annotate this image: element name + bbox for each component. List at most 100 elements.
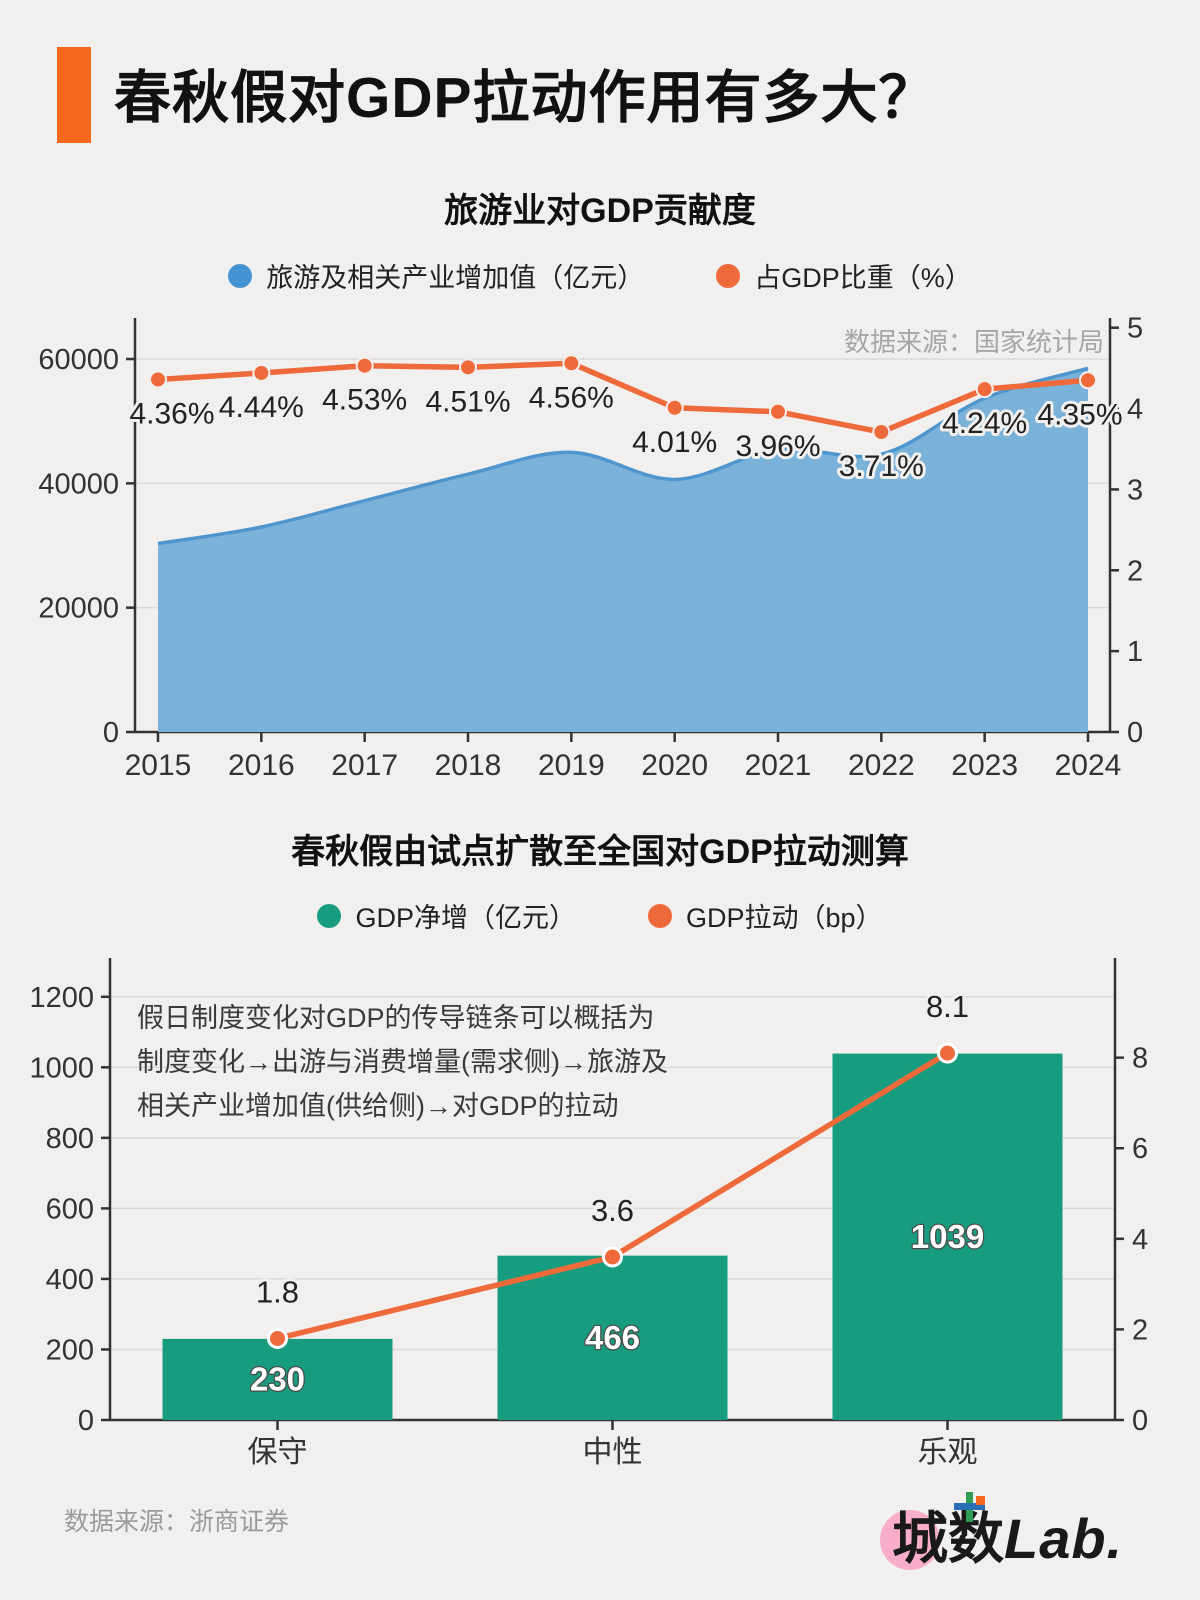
line-marker: [872, 423, 891, 442]
legend-label: GDP拉动（bp）: [685, 903, 883, 933]
chart2-annotation: 假日制度变化对GDP的传导链条可以概括为 制度变化→出游与消费增量(需求侧)→旅…: [137, 996, 668, 1128]
line-series-gdp-share: [157, 360, 1089, 435]
svg-text:0: 0: [103, 717, 119, 749]
logo-text-cn: 城数: [892, 1507, 1004, 1570]
bp-label: 8.1: [926, 989, 969, 1024]
svg-text:2022: 2022: [848, 749, 915, 782]
pct-label: 4.51%: [425, 385, 510, 418]
line-marker: [252, 363, 271, 382]
bar-value-label: 230: [250, 1360, 305, 1397]
line-marker: [975, 380, 994, 399]
pct-label: 3.96%: [735, 430, 820, 463]
legend-label: GDP净增（亿元）: [355, 903, 576, 933]
chengshu-lab-logo: 城数Lab.: [876, 1488, 1166, 1578]
legend-item-gdp-share: 占GDP比重（%）: [716, 256, 972, 295]
line-marker: [267, 1327, 288, 1349]
svg-text:1200: 1200: [29, 982, 94, 1014]
bar-中性: [497, 1255, 728, 1420]
svg-text:40000: 40000: [38, 468, 119, 500]
annotation-line: 制度变化→出游与消费增量(需求侧)→旅游及: [137, 1047, 668, 1077]
svg-text:4: 4: [1127, 394, 1143, 426]
bar-value-label: 466: [585, 1319, 640, 1356]
bar-保守: [162, 1338, 393, 1420]
svg-text:1000: 1000: [29, 1052, 94, 1084]
logo-pink-circle-icon: [880, 1510, 940, 1570]
area-series-tourism-value: [158, 368, 1088, 732]
svg-text:1: 1: [1127, 636, 1143, 668]
line-marker: [602, 1246, 623, 1268]
svg-text:0: 0: [1127, 717, 1143, 749]
legend-label: 占GDP比重（%）: [754, 263, 972, 293]
line-marker: [459, 358, 477, 377]
line-marker: [562, 354, 581, 373]
chart1-source-note: 数据来源：国家统计局: [843, 327, 1104, 357]
svg-text:2016: 2016: [228, 749, 295, 782]
annotation-line: 相关产业增加值(供给侧)→对GDP的拉动: [137, 1091, 619, 1121]
bar-value-label: 1039: [911, 1218, 984, 1255]
logo-text: 城数Lab.: [892, 1494, 1123, 1575]
svg-text:2020: 2020: [641, 749, 708, 782]
line-marker: [937, 1042, 958, 1064]
svg-text:8: 8: [1132, 1043, 1148, 1075]
svg-text:2024: 2024: [1055, 749, 1122, 782]
pct-label: 4.35%: [1037, 398, 1122, 431]
bp-label: 1.8: [256, 1274, 299, 1309]
area-series-outline: [157, 366, 1089, 546]
svg-text:2019: 2019: [538, 749, 605, 782]
svg-text:2017: 2017: [331, 749, 398, 782]
legend-label: 旅游及相关产业增加值（亿元）: [266, 263, 645, 293]
svg-text:20000: 20000: [38, 593, 119, 625]
orange-dot-icon: [716, 263, 741, 288]
bp-label: 3.6: [591, 1193, 634, 1228]
svg-text:2023: 2023: [951, 749, 1018, 782]
chart1-legend: 旅游及相关产业增加值（亿元） 占GDP比重（%）: [0, 256, 1200, 295]
svg-text:800: 800: [46, 1123, 94, 1155]
chart2-legend: GDP净增（亿元） GDP拉动（bp）: [0, 896, 1200, 935]
line-marker: [769, 402, 787, 421]
svg-text:60000: 60000: [38, 344, 119, 376]
title-accent-bar: [57, 47, 91, 143]
pct-label: 4.01%: [632, 426, 717, 459]
svg-text:2015: 2015: [125, 749, 192, 782]
pct-label: 4.24%: [942, 407, 1027, 440]
line-marker: [665, 398, 684, 417]
chart1-plot: 0 20000 40000 60000 0 1 2 3 4 5 2015 2016 2017 2018 20…: [38, 313, 1143, 782]
svg-text:2: 2: [1132, 1314, 1148, 1346]
chart2-title: 春秋假由试点扩散至全国对GDP拉动测算: [291, 833, 909, 871]
chart2-plot: 0 200 400 600 800 1000 1200 0 2 4 6 8 保守 中性 乐观 230 466 10…: [29, 958, 1148, 1469]
logo-text-en: Lab.: [1004, 1507, 1124, 1570]
svg-text:600: 600: [46, 1193, 94, 1225]
svg-text:乐观: 乐观: [918, 1436, 978, 1469]
legend-item-gdp-gain: GDP净增（亿元）: [317, 896, 576, 935]
logo-plus-icon: [954, 1503, 985, 1510]
line-marker: [1079, 371, 1097, 390]
pct-label: 4.44%: [219, 391, 304, 424]
svg-text:200: 200: [46, 1334, 94, 1366]
line-marker: [149, 370, 167, 389]
svg-text:中性: 中性: [583, 1436, 643, 1469]
svg-text:2021: 2021: [745, 749, 812, 782]
svg-text:0: 0: [1132, 1405, 1148, 1437]
legend-item-tourism-value: 旅游及相关产业增加值（亿元）: [228, 256, 644, 295]
chart1-title: 旅游业对GDP贡献度: [444, 192, 756, 230]
orange-dot-icon: [647, 903, 672, 928]
svg-text:5: 5: [1127, 313, 1143, 345]
pct-label: 4.36%: [129, 397, 214, 430]
pct-label: 3.71%: [839, 450, 924, 483]
green-dot-icon: [317, 903, 342, 928]
svg-text:4: 4: [1132, 1224, 1148, 1256]
legend-item-gdp-pull: GDP拉动（bp）: [647, 896, 883, 935]
svg-text:0: 0: [78, 1405, 94, 1437]
line-marker: [355, 356, 374, 375]
page-title: 春秋假对GDP拉动作用有多大？: [114, 66, 937, 130]
svg-text:400: 400: [46, 1264, 94, 1296]
pct-label: 4.56%: [529, 381, 614, 414]
svg-text:3: 3: [1127, 474, 1143, 506]
svg-text:保守: 保守: [248, 1436, 308, 1469]
chart2-source-note: 数据来源：浙商证券: [64, 1508, 290, 1536]
svg-text:6: 6: [1132, 1133, 1148, 1165]
logo-plus-icon: [976, 1496, 985, 1505]
blue-dot-icon: [228, 263, 253, 288]
